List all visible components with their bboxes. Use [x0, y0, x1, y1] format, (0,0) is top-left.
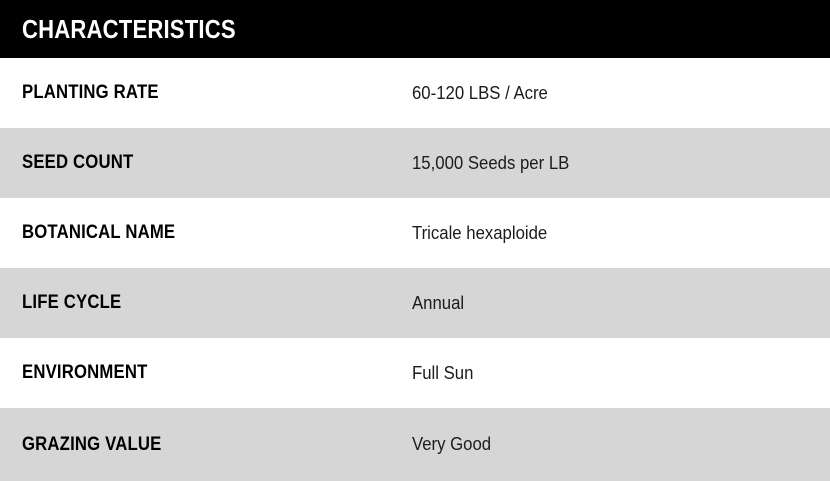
label-cell: PLANTING RATE: [0, 82, 412, 104]
table-row: LIFE CYCLE Annual: [0, 268, 830, 338]
row-value-environment: Full Sun: [412, 362, 474, 383]
table-row: PLANTING RATE 60-120 LBS / Acre: [0, 58, 830, 128]
row-label-life-cycle: LIFE CYCLE: [22, 292, 122, 313]
label-cell: GRAZING VALUE: [0, 434, 412, 456]
row-value-life-cycle: Annual: [412, 292, 465, 313]
value-cell: Very Good: [412, 434, 830, 455]
value-cell: 60-120 LBS / Acre: [412, 83, 830, 104]
table-header: CHARACTERISTICS: [0, 0, 830, 58]
label-cell: SEED COUNT: [0, 152, 412, 174]
row-label-planting-rate: PLANTING RATE: [22, 82, 159, 103]
row-label-botanical-name: BOTANICAL NAME: [22, 222, 176, 243]
value-cell: Annual: [412, 293, 830, 314]
table-row: BOTANICAL NAME Tricale hexaploide: [0, 198, 830, 268]
row-value-botanical-name: Tricale hexaploide: [412, 222, 548, 243]
value-cell: Tricale hexaploide: [412, 223, 830, 244]
row-value-grazing-value: Very Good: [412, 434, 492, 454]
row-label-seed-count: SEED COUNT: [22, 152, 134, 173]
label-cell: BOTANICAL NAME: [0, 222, 412, 244]
table-row: SEED COUNT 15,000 Seeds per LB: [0, 128, 830, 198]
row-value-planting-rate: 60-120 LBS / Acre: [412, 82, 548, 103]
table-row: ENVIRONMENT Full Sun: [0, 338, 830, 408]
value-cell: Full Sun: [412, 363, 830, 384]
row-label-environment: ENVIRONMENT: [22, 362, 148, 383]
row-label-grazing-value: GRAZING VALUE: [22, 433, 162, 455]
value-cell: 15,000 Seeds per LB: [412, 153, 830, 174]
row-value-seed-count: 15,000 Seeds per LB: [412, 152, 570, 173]
table-row: GRAZING VALUE Very Good: [0, 408, 830, 481]
label-cell: LIFE CYCLE: [0, 292, 412, 314]
table-header-title: CHARACTERISTICS: [22, 13, 236, 44]
label-cell: ENVIRONMENT: [0, 362, 412, 384]
